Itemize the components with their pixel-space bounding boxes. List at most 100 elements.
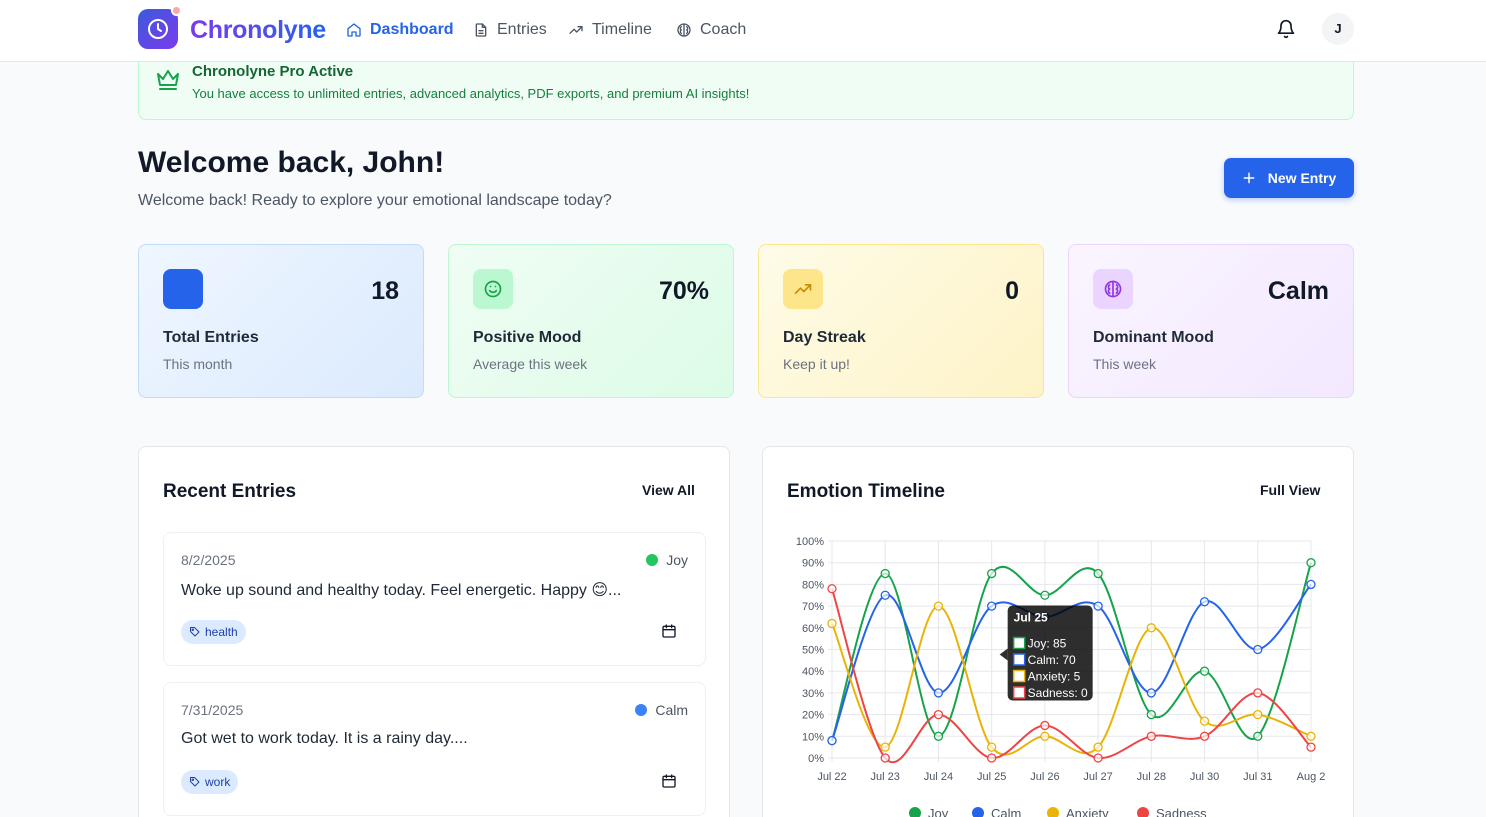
data-point-anxiety — [1199, 716, 1210, 726]
entry-mood-label: Joy — [666, 552, 688, 568]
entry-card[interactable]: 7/31/2025 Calm Got wet to work today. It… — [163, 682, 706, 816]
stat-subtext: This week — [1093, 356, 1157, 372]
legend-swatch — [909, 807, 921, 817]
data-point-calm — [987, 601, 997, 611]
page-subtitle: Welcome back! Ready to explore your emot… — [138, 192, 612, 209]
stat-label: Positive Mood — [473, 329, 582, 346]
brand-name[interactable]: Chronolyne — [190, 16, 326, 44]
nav-timeline[interactable]: Timeline — [568, 20, 652, 40]
data-point-sadness — [1093, 753, 1103, 763]
stat-card-day-streak: 0 Day Streak Keep it up! — [758, 244, 1044, 398]
pro-banner-title: Chronolyne Pro Active — [192, 63, 354, 80]
data-point-anxiety — [1146, 623, 1156, 633]
entry-tag[interactable]: work — [181, 770, 239, 794]
tag-icon — [190, 777, 200, 787]
entry-date: 7/31/2025 — [181, 702, 244, 718]
brain-icon-box — [1093, 269, 1133, 309]
calendar-icon[interactable] — [661, 623, 677, 639]
full-view-link[interactable]: Full View — [1260, 482, 1321, 498]
mood-dot — [646, 554, 659, 566]
view-all-link[interactable]: View All — [642, 482, 695, 498]
data-point-sadness — [987, 753, 997, 763]
data-point-anxiety — [827, 618, 837, 629]
entry-mood: Joy — [646, 552, 688, 568]
legend-swatch — [1137, 807, 1149, 817]
tooltip-title: Jul 25 — [1014, 611, 1048, 625]
data-point-anxiety — [1306, 731, 1316, 741]
new-entry-button[interactable]: New Entry — [1224, 158, 1354, 198]
data-point-anxiety — [987, 742, 997, 752]
entry-tag[interactable]: health — [181, 620, 246, 644]
nav-entries[interactable]: Entries — [473, 20, 547, 40]
x-tick-label: Jul 31 — [1243, 771, 1272, 783]
data-point-calm — [1306, 579, 1316, 590]
data-point-joy — [1093, 568, 1103, 579]
y-tick-label: 10% — [802, 731, 824, 743]
tooltip-arrow — [999, 648, 1008, 661]
nav-timeline-label: Timeline — [592, 21, 652, 38]
y-tick-label: 80% — [802, 579, 824, 591]
nav-dashboard[interactable]: Dashboard — [346, 20, 454, 40]
y-tick-label: 30% — [802, 688, 824, 700]
stat-card-positive-mood: 70% Positive Mood Average this week — [448, 244, 734, 398]
data-point-sadness — [1199, 731, 1210, 741]
top-navigation-bar: Chronolyne Dashboard Entries Timeline Co… — [0, 0, 1486, 62]
legend-swatch — [1047, 807, 1059, 817]
user-avatar[interactable]: J — [1322, 13, 1354, 45]
data-point-joy — [1306, 558, 1316, 568]
smile-icon-box — [473, 269, 513, 309]
trending-up-icon — [569, 25, 583, 34]
tooltip-swatch — [1012, 653, 1026, 666]
stat-label: Total Entries — [163, 329, 259, 346]
data-point-calm — [880, 590, 890, 600]
data-point-calm — [1253, 644, 1263, 655]
data-point-sadness — [827, 584, 837, 594]
entry-text: Woke up sound and healthy today. Feel en… — [181, 582, 622, 599]
legend-swatch — [972, 807, 984, 817]
nav-coach[interactable]: Coach — [676, 20, 746, 40]
notification-dot — [171, 5, 182, 16]
nav-dashboard-label: Dashboard — [370, 21, 454, 38]
data-point-sadness — [1146, 731, 1156, 741]
mood-dot — [635, 704, 648, 716]
tooltip-swatch — [1012, 636, 1026, 650]
bell-icon[interactable] — [1276, 19, 1296, 39]
stat-label: Day Streak — [783, 329, 866, 346]
entry-card[interactable]: 8/2/2025 Joy Woke up sound and healthy t… — [163, 532, 706, 666]
emotion-timeline-title: Emotion Timeline — [787, 481, 946, 502]
data-point-joy — [933, 731, 944, 741]
recent-entries-panel: Recent Entries View All 8/2/2025 Joy Wok… — [138, 446, 730, 817]
emotion-timeline-panel: Emotion Timeline Full View 0% 10% 20% 30% 40… — [762, 446, 1354, 817]
logo-icon[interactable] — [138, 9, 178, 49]
calendar-icon[interactable] — [661, 773, 677, 789]
y-tick-label: 70% — [802, 601, 824, 613]
tooltip-line: Calm: 70 — [1028, 653, 1076, 667]
stat-subtext: Average this week — [473, 356, 588, 372]
chart-tooltip — [1007, 605, 1093, 701]
data-point-joy — [1146, 709, 1156, 720]
brain-icon — [1104, 280, 1122, 298]
data-point-joy — [987, 568, 997, 579]
home-icon — [347, 23, 361, 37]
smile-icon — [484, 280, 502, 298]
pro-status-banner: Chronolyne Pro Active You have access to… — [138, 58, 1354, 120]
x-tick-label: Jul 30 — [1190, 771, 1219, 783]
stat-value: 0 — [1005, 277, 1019, 305]
data-point-joy — [880, 568, 890, 579]
data-point-sadness — [1306, 742, 1316, 752]
x-tick-label: Jul 27 — [1083, 771, 1112, 783]
tooltip-swatch — [1012, 686, 1026, 699]
data-point-anxiety — [933, 601, 944, 611]
nav-coach-label: Coach — [700, 21, 747, 38]
y-tick-label: 60% — [802, 623, 824, 635]
x-tick-label: Jul 24 — [924, 771, 953, 783]
brain-icon — [677, 23, 691, 37]
nav-entries-label: Entries — [497, 21, 547, 38]
x-tick-label: Aug 2 — [1297, 771, 1326, 783]
entry-mood-label: Calm — [655, 702, 688, 718]
plus-icon — [1243, 172, 1255, 184]
y-tick-label: 100% — [796, 536, 824, 548]
data-point-calm — [1199, 597, 1210, 607]
data-point-joy — [1040, 590, 1050, 600]
pro-banner-text: You have access to unlimited entries, ad… — [192, 86, 750, 101]
